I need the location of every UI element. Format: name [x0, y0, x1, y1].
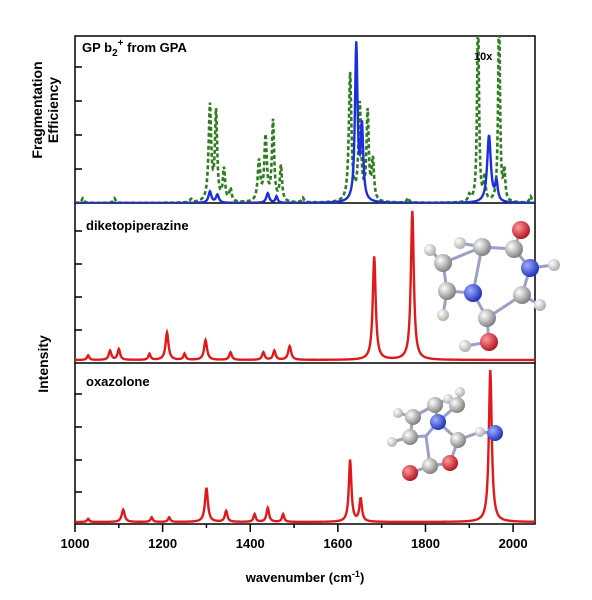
panel-label-bottom: oxazolone	[86, 374, 150, 389]
x-tick-label: 1800	[411, 536, 440, 551]
x-tick-label: 1400	[236, 536, 265, 551]
x-axis-ticks: 1000 1200 1400 1600 1800 2000	[61, 524, 528, 551]
spectrum-top-solid	[75, 41, 535, 203]
x-tick-label: 1200	[148, 536, 177, 551]
oxazolone-molecule-icon	[387, 387, 503, 481]
y-title-fragmentation: Fragmentation	[29, 61, 45, 158]
scale-note-10x: 10x	[474, 51, 493, 63]
y-title-intensity: Intensity	[35, 335, 51, 393]
spectrum-bottom-solid	[74, 370, 536, 524]
x-tick-label: 1000	[61, 536, 90, 551]
diketopiperazine-molecule-icon	[424, 221, 560, 352]
spectra-layer	[74, 36, 536, 524]
y-axis-ticks	[75, 66, 82, 493]
panel-label-middle: diketopiperazine	[86, 218, 189, 233]
spectrum-top-dashed	[75, 36, 535, 203]
spectrum-middle-solid	[74, 210, 535, 362]
x-axis-title: wavenumber (cm-1)	[245, 569, 365, 585]
x-tick-label: 1600	[323, 536, 352, 551]
y-title-efficiency: Efficiency	[45, 77, 61, 143]
plot-frame	[74, 35, 536, 525]
panel-label-top: GP b2+ from GPA	[82, 38, 187, 59]
x-tick-label: 2000	[499, 536, 528, 551]
plot-border	[74, 35, 536, 525]
